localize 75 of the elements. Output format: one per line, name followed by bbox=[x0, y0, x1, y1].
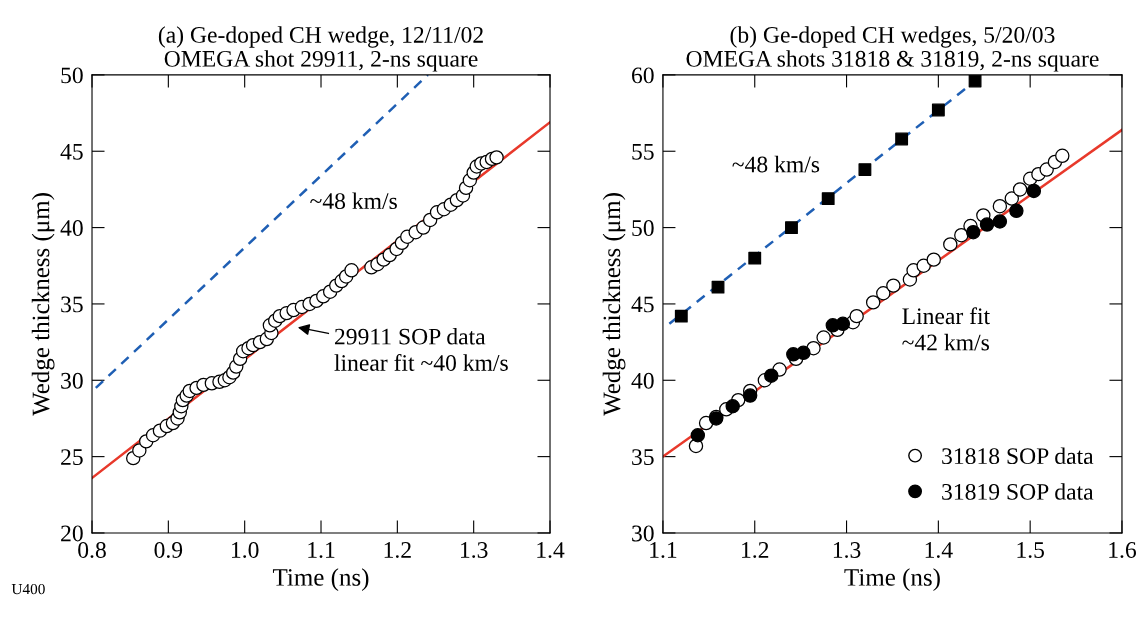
x-tick-label: 1.2 bbox=[384, 542, 411, 559]
point bbox=[926, 252, 941, 267]
point bbox=[816, 330, 831, 345]
point bbox=[992, 214, 1008, 229]
point bbox=[979, 217, 995, 232]
point bbox=[968, 74, 982, 88]
point bbox=[725, 399, 740, 414]
point bbox=[916, 258, 931, 273]
y-tick-label: 25 bbox=[61, 449, 83, 466]
x-tick-label: 1.1 bbox=[308, 542, 335, 559]
x-tick-label: 1.4 bbox=[537, 542, 565, 559]
point bbox=[954, 228, 969, 243]
point bbox=[931, 103, 945, 117]
point bbox=[785, 221, 798, 235]
x-tick-label: 1.6 bbox=[1109, 542, 1137, 559]
annotation: 29911 SOP data linear fit ~40 km/s bbox=[334, 327, 508, 371]
point bbox=[764, 368, 779, 383]
point bbox=[835, 316, 851, 331]
point bbox=[865, 295, 881, 310]
point bbox=[821, 192, 835, 206]
x-tick-label: 1.4 bbox=[925, 542, 953, 559]
point bbox=[674, 309, 688, 323]
y-tick-label: 35 bbox=[61, 296, 83, 313]
annotation: ~48 km/s bbox=[310, 192, 397, 210]
y-tick-label: 40 bbox=[60, 220, 83, 237]
y-tick-label: 50 bbox=[632, 220, 654, 237]
y-axis-title: Wedge thickness (μm) bbox=[31, 193, 55, 416]
point bbox=[992, 198, 1008, 214]
point bbox=[748, 251, 762, 265]
x-tick-label: 1.3 bbox=[461, 542, 488, 559]
y-tick-label: 40 bbox=[631, 372, 654, 389]
annotation: Linear fit ~42 km/s bbox=[902, 307, 990, 351]
point bbox=[1004, 191, 1020, 206]
y-tick-label: 35 bbox=[632, 449, 654, 466]
annotation: ~48 km/s bbox=[732, 155, 820, 173]
y-tick-label: 20 bbox=[61, 525, 83, 542]
y-tick-label: 45 bbox=[60, 143, 83, 160]
chart-subtitle: OMEGA shot 29911, 2-ns square bbox=[164, 50, 478, 72]
x-tick-label: 1.3 bbox=[833, 542, 861, 559]
y-axis-title: Wedge thickness (μm) bbox=[602, 193, 626, 416]
point bbox=[876, 286, 891, 301]
point bbox=[966, 224, 981, 240]
point bbox=[711, 280, 725, 294]
point bbox=[1009, 203, 1024, 219]
x-tick-label: 1.2 bbox=[742, 542, 769, 559]
x-tick-label: 1.1 bbox=[650, 542, 677, 559]
x-tick-label: 1.5 bbox=[1017, 542, 1044, 559]
text: U400 bbox=[11, 583, 45, 595]
legend-label: 31819 SOP data bbox=[942, 483, 1094, 500]
point bbox=[1026, 183, 1042, 199]
y-tick-label: 50 bbox=[61, 67, 83, 84]
y-tick-label: 30 bbox=[61, 372, 83, 389]
point bbox=[1055, 148, 1070, 164]
x-tick-label: 0.9 bbox=[154, 541, 183, 559]
legend-label: 31818 SOP data bbox=[942, 447, 1094, 465]
x-axis-title: Time (ns) bbox=[844, 568, 940, 591]
x-tick-label: 1.0 bbox=[232, 541, 259, 559]
point bbox=[895, 132, 909, 146]
chart-title: (b) Ge-doped CH wedges, 5/20/03 bbox=[730, 26, 1055, 48]
y-tick-label: 45 bbox=[631, 296, 654, 313]
chart-title: (a) Ge-doped CH wedge, 12/11/02 bbox=[158, 26, 483, 48]
x-tick-label: 0.8 bbox=[78, 541, 106, 559]
point bbox=[849, 308, 864, 324]
point bbox=[690, 428, 706, 443]
point bbox=[1012, 182, 1028, 197]
y-tick-label: 60 bbox=[632, 67, 654, 84]
point bbox=[742, 388, 758, 403]
x-axis-title: Time (ns) bbox=[272, 568, 369, 591]
chart-subtitle: OMEGA shots 31818 & 31819, 2-ns square bbox=[686, 50, 1099, 72]
y-tick-label: 30 bbox=[632, 525, 654, 542]
point bbox=[858, 163, 872, 177]
point bbox=[943, 237, 958, 252]
point bbox=[796, 345, 811, 361]
y-tick-label: 55 bbox=[632, 143, 654, 160]
point bbox=[886, 278, 901, 293]
